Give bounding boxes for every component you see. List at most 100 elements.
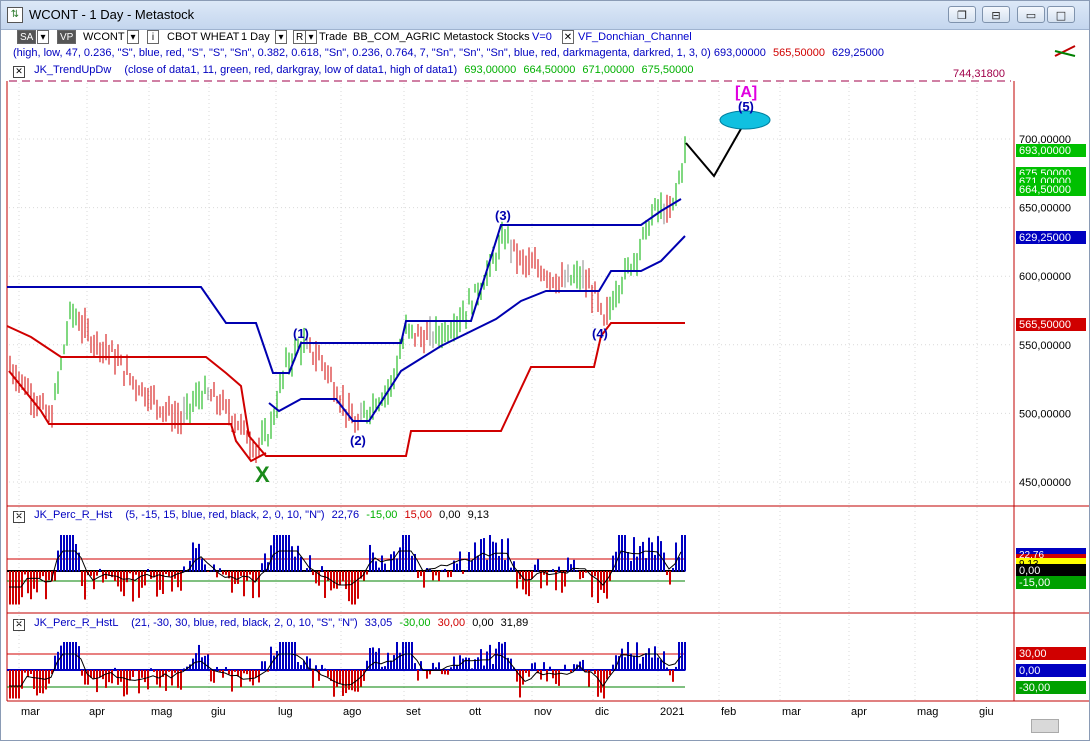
histogram-bar [504,642,506,671]
histogram-bar [9,571,11,605]
histogram-bar [297,662,299,671]
histogram-bar [90,571,92,576]
histogram-bar [678,557,680,572]
histogram-bar [612,664,614,671]
histogram-bar [255,670,257,678]
wave-a-label: [A] [735,84,757,101]
sa-dropdown-icon[interactable]: ▾ [37,30,49,44]
histogram-bar [372,552,374,572]
trend-value-3: 671,00000 [582,64,635,76]
sa-button[interactable]: SA [17,30,37,44]
histogram-bar [378,648,380,671]
price-tick-label: 600,00000 [1019,271,1071,283]
trend-close-icon[interactable]: ✕ [13,66,25,78]
panel1-name[interactable]: JK_Perc_R_Hst [34,509,113,521]
price-tick-label: 450,00000 [1019,477,1071,489]
wave-1-label: (1) [293,326,309,341]
trend-name[interactable]: JK_TrendUpDw [34,64,112,76]
blue-stop-line [268,235,686,422]
histogram-bar [21,670,23,689]
panel2-value-2: -30,00 [399,617,431,629]
histogram-bar [216,666,218,671]
histogram-bar [141,670,143,678]
histogram-bar [564,571,566,587]
histogram-bar [279,535,281,572]
minimize-button[interactable]: ▭ [1017,6,1045,23]
r-button[interactable]: R [293,30,307,44]
histogram-bar [201,657,203,671]
panel1-value-3: 15,00 [404,509,433,521]
histogram-bar [285,642,287,671]
histogram-bar [573,664,575,671]
histogram-bar [543,571,545,575]
histogram-bar [468,657,470,671]
symbol-dropdown-icon[interactable]: ▾ [127,30,139,44]
histogram-bar [345,571,347,590]
histogram-bar [525,670,527,673]
histogram-bar [441,670,443,675]
histogram-bar [177,670,179,688]
info-icon[interactable]: i [147,30,159,44]
histogram-bar [309,658,311,671]
indicator-close-icon[interactable]: ✕ [562,30,574,44]
histogram-bar [189,664,191,671]
trade-label[interactable]: Trade [319,31,348,43]
histogram-bar [642,656,644,671]
p2-badge-zero: 0,00 [1019,665,1040,677]
histogram-bar [180,670,182,690]
indicator-name[interactable]: VF_Donchian_Channel [578,31,692,43]
histogram-bar [300,556,302,572]
histogram-bar [666,667,668,671]
histogram-bar [201,558,203,572]
histogram-bar [177,571,179,588]
restore-down-button[interactable]: ❐ [948,6,976,23]
histogram-bar [513,667,515,671]
chart-tools-icon [1054,45,1076,57]
vp-button[interactable]: VP [57,30,77,44]
donchian-value-1: 693,00000 [713,47,766,59]
histogram-bar [153,571,155,578]
histogram-bar [276,650,278,671]
donchian-value-2: 565,50000 [772,47,825,59]
histogram-bar [234,670,236,672]
histogram-bar [36,571,38,593]
histogram-bar [246,670,248,675]
title-bar[interactable]: ⇅ WCONT - 1 Day - Metastock ❐ ⊟ ▭ □ [1,1,1089,30]
histogram-bar [231,571,233,593]
histogram-bar [18,670,20,699]
restore-button[interactable]: ⊟ [982,6,1010,23]
histogram-bar [438,662,440,671]
maximize-button[interactable]: □ [1047,6,1075,23]
histogram-bar [321,664,323,671]
histogram-bar [186,570,188,572]
histogram-bar [351,571,353,605]
time-tick-label: giu [211,706,226,718]
histogram-bar [192,542,194,572]
panel2-oscillator-line [9,653,682,687]
histogram-bar [327,670,329,677]
histogram-bar [672,670,674,682]
histogram-bar [333,571,335,589]
histogram-bar [684,642,686,671]
histogram-bar [336,571,338,589]
horizontal-scroll-thumb[interactable] [1031,719,1059,733]
histogram-bar [291,546,293,572]
histogram-bar [501,539,503,572]
histogram-bar [312,670,314,688]
histogram-bar [525,571,527,595]
histogram-bar [351,670,353,691]
wave-2-label: (2) [350,433,366,448]
histogram-bar [282,535,284,572]
data-source-label: BB_COM_AGRIC Metastock Stocks [353,31,530,43]
period-dropdown-icon[interactable]: ▾ [275,30,287,44]
r-dropdown-icon[interactable]: ▾ [305,30,317,44]
histogram-bar [207,654,209,671]
histogram-bar [555,670,557,684]
panel2-params: (21, -30, 30, blue, red, black, 2, 0, 10… [131,617,358,629]
histogram-bar [42,571,44,577]
histogram-bar [81,670,83,676]
p2-badge-low: -30,00 [1019,682,1050,694]
histogram-bar [237,571,239,584]
panel2-name[interactable]: JK_Perc_R_HstL [34,617,119,629]
